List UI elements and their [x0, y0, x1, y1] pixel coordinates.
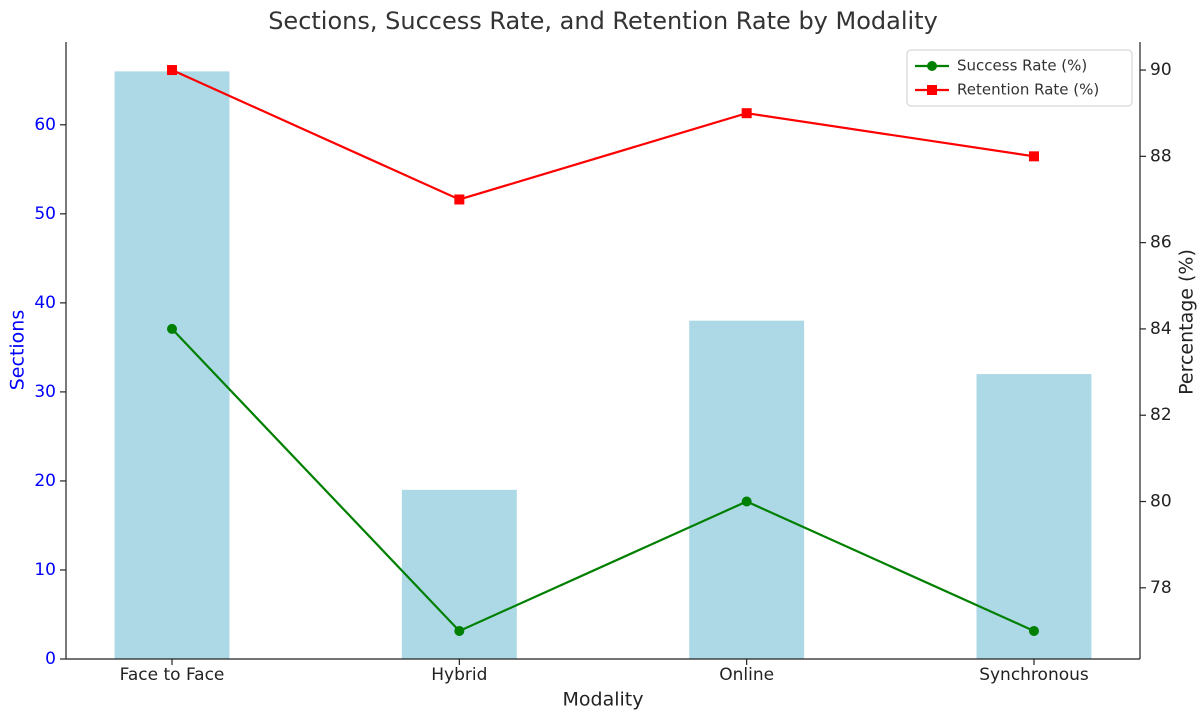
y-axis-label: Sections: [7, 310, 29, 391]
y-tick-label: 50: [34, 204, 56, 224]
x-axis-label: Modality: [563, 689, 644, 710]
y-tick-label: 20: [34, 471, 56, 491]
x-tick-label: Hybrid: [431, 665, 487, 685]
y2-tick-label: 90: [1150, 60, 1172, 80]
marker: [454, 625, 465, 636]
legend-label: Success Rate (%): [957, 57, 1087, 75]
line-series: [171, 69, 1035, 201]
marker: [167, 65, 178, 76]
chart-title: Sections, Success Rate, and Retention Ra…: [268, 7, 938, 35]
marker: [741, 108, 752, 119]
marker: [1028, 625, 1039, 636]
x-tick-label: Online: [719, 665, 774, 685]
y-tick-label: 40: [34, 293, 56, 313]
bar: [689, 320, 805, 659]
bar: [976, 374, 1092, 659]
x-tick-label: Face to Face: [120, 665, 225, 685]
legend-label: Retention Rate (%): [957, 81, 1099, 99]
legend-marker: [927, 85, 937, 95]
x-tick-label: Synchronous: [979, 665, 1089, 685]
y2-tick-label: 78: [1150, 578, 1172, 598]
y2-axis-label: Percentage (%): [1176, 249, 1198, 395]
bar: [114, 71, 230, 659]
line-series: [171, 328, 1035, 633]
legend-box: [906, 49, 1133, 107]
y2-tick-label: 80: [1150, 492, 1172, 512]
y2-tick-label: 84: [1150, 319, 1172, 339]
marker: [741, 496, 752, 507]
y2-tick-label: 86: [1150, 233, 1172, 253]
y-tick-label: 0: [45, 649, 56, 669]
marker: [167, 323, 178, 334]
y2-tick-label: 82: [1150, 405, 1172, 425]
y-tick-label: 30: [34, 382, 56, 402]
y-tick-label: 10: [34, 560, 56, 580]
marker: [454, 194, 465, 205]
marker: [1028, 151, 1039, 162]
y-tick-label: 60: [34, 115, 56, 135]
legend-marker: [927, 61, 937, 71]
y2-tick-label: 88: [1150, 146, 1172, 166]
